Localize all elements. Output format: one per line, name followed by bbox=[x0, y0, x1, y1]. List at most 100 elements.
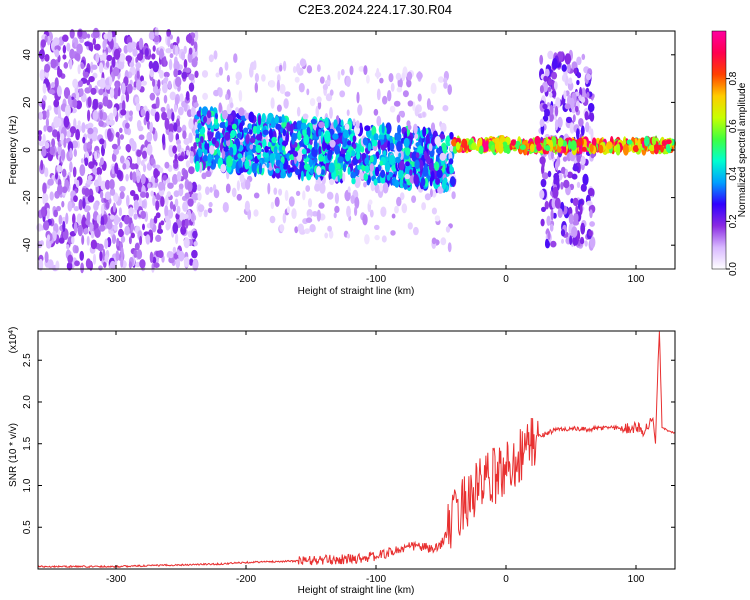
spectrogram-cell bbox=[291, 132, 296, 145]
spectrogram-cell bbox=[94, 43, 101, 51]
spectrogram-cell bbox=[183, 256, 190, 268]
spectrogram-cell bbox=[354, 196, 360, 209]
spectrogram-cell bbox=[179, 93, 184, 103]
spectrogram-cell bbox=[502, 141, 508, 148]
spectrogram-cell bbox=[185, 67, 191, 73]
spectrogram-cell bbox=[279, 161, 284, 171]
spectrogram-cell bbox=[140, 160, 145, 167]
spectrogram-cell bbox=[661, 140, 666, 146]
spectrogram-cell bbox=[130, 190, 136, 197]
spectrogram-cell bbox=[132, 171, 137, 183]
spectrogram-cell bbox=[333, 212, 337, 219]
spectrogram-cell bbox=[158, 181, 164, 191]
spectrogram-cell bbox=[545, 240, 550, 249]
spectrogram-cell bbox=[135, 261, 141, 268]
spectrogram-cell bbox=[119, 134, 124, 140]
spectrogram-cell bbox=[98, 88, 104, 96]
x-tick-label: -200 bbox=[236, 574, 256, 585]
spectrogram-cell bbox=[580, 183, 587, 192]
spectrogram-cell bbox=[648, 144, 656, 152]
spectrogram-cell bbox=[193, 102, 199, 108]
spectrogram-cell bbox=[149, 121, 154, 133]
spectrogram-cell bbox=[267, 182, 271, 195]
spectrogram-cell bbox=[116, 169, 122, 180]
spectrogram-cell bbox=[109, 179, 115, 190]
spectrogram-cell bbox=[44, 63, 51, 73]
spectrogram-cell bbox=[397, 124, 402, 135]
spectrogram-cell bbox=[155, 200, 160, 211]
spectrogram-cell bbox=[87, 195, 95, 203]
spectrogram-cell bbox=[494, 137, 500, 145]
spectrogram-cell bbox=[342, 172, 346, 182]
spectrogram-cell bbox=[339, 167, 343, 180]
spectrogram-cell bbox=[561, 64, 567, 72]
spectrogram-cell bbox=[236, 193, 242, 201]
spectrogram-cells bbox=[36, 27, 676, 274]
spectrogram-cell bbox=[554, 197, 561, 209]
spectrogram-cell bbox=[273, 187, 278, 195]
spectrogram-cell bbox=[107, 29, 113, 42]
spectrogram-cell bbox=[157, 250, 164, 259]
spectrogram-cell bbox=[393, 100, 401, 107]
spectrogram-cell bbox=[174, 198, 179, 207]
spectrogram-cell bbox=[108, 112, 114, 121]
spectrogram-cell bbox=[324, 130, 331, 143]
spectrogram-cell bbox=[395, 132, 402, 142]
spectrogram-cell bbox=[369, 209, 374, 218]
spectrogram-cell bbox=[406, 79, 412, 88]
spectrogram-cell bbox=[158, 69, 164, 79]
spectrogram-cell bbox=[44, 54, 50, 62]
spectrogram-x-label: Height of straight line (km) bbox=[298, 286, 415, 297]
spectrogram-cell bbox=[129, 62, 135, 68]
spectrogram-cell bbox=[226, 155, 233, 168]
spectrogram-cell bbox=[329, 178, 335, 186]
spectrogram-cell bbox=[405, 161, 410, 167]
spectrogram-cell bbox=[57, 68, 63, 78]
spectrogram-cell bbox=[113, 107, 117, 117]
spectrogram-cell bbox=[63, 62, 69, 69]
spectrogram-cell bbox=[395, 72, 402, 81]
spectrogram-cell bbox=[580, 155, 586, 166]
spectrogram-cell bbox=[352, 118, 356, 126]
spectrogram-cell bbox=[83, 227, 89, 235]
spectrogram-cell bbox=[46, 109, 50, 119]
spectrogram-cell bbox=[205, 170, 212, 177]
spectrogram-cell bbox=[551, 71, 558, 80]
spectrogram-cell bbox=[567, 81, 574, 91]
spectrogram-cell bbox=[569, 122, 575, 134]
spectrogram-cell bbox=[568, 223, 572, 236]
spectrogram-cell bbox=[223, 146, 229, 152]
spectrogram-cell bbox=[305, 185, 311, 192]
spectrogram-cell bbox=[155, 234, 162, 242]
spectrogram-cell bbox=[279, 64, 283, 72]
spectrogram-cell bbox=[112, 67, 120, 77]
spectrogram-cell bbox=[153, 215, 158, 224]
spectrogram-cell bbox=[318, 121, 325, 129]
spectrogram-cell bbox=[540, 218, 545, 227]
spectrogram-cell bbox=[60, 133, 65, 142]
spectrogram-cell bbox=[72, 78, 78, 89]
spectrogram-cell bbox=[37, 130, 43, 136]
y-tick-label: 20 bbox=[22, 96, 33, 108]
y-tick-label: -40 bbox=[22, 238, 33, 253]
spectrogram-cell bbox=[576, 56, 582, 66]
spectrogram-cell bbox=[299, 58, 307, 67]
spectrogram-cell bbox=[337, 70, 341, 81]
spectrogram-cell bbox=[50, 82, 56, 88]
spectrogram-cell bbox=[544, 68, 550, 77]
spectrogram-cell bbox=[564, 168, 569, 176]
spectrogram-cell bbox=[192, 230, 198, 239]
spectrogram-cell bbox=[255, 144, 262, 154]
spectrogram-cell bbox=[429, 104, 434, 111]
spectrogram-cell bbox=[182, 130, 187, 139]
spectrogram-cell bbox=[249, 65, 254, 78]
spectrogram-cell bbox=[75, 128, 80, 141]
spectrogram-cell bbox=[327, 192, 334, 200]
spectrogram-cell bbox=[344, 123, 350, 131]
spectrogram-cell bbox=[282, 128, 287, 137]
spectrogram-cell bbox=[60, 149, 66, 161]
spectrogram-cell bbox=[58, 237, 65, 244]
spectrogram-cell bbox=[414, 159, 420, 170]
spectrogram-cell bbox=[224, 131, 231, 141]
